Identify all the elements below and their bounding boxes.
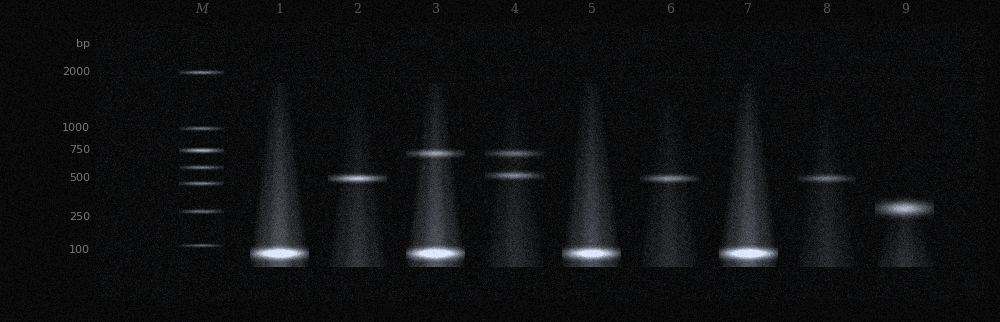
Text: 9: 9 [901, 3, 909, 16]
Text: M: M [195, 3, 208, 16]
Text: 6: 6 [666, 3, 674, 16]
Text: 1000: 1000 [62, 123, 90, 133]
Text: 4: 4 [510, 3, 518, 16]
Text: 500: 500 [69, 173, 90, 183]
Text: 100: 100 [69, 245, 90, 255]
Text: 8: 8 [823, 3, 831, 16]
Text: 3: 3 [432, 3, 440, 16]
Text: 750: 750 [69, 145, 90, 155]
Text: 250: 250 [69, 212, 90, 222]
Text: 1: 1 [275, 3, 283, 16]
Text: 2000: 2000 [62, 67, 90, 77]
Text: bp: bp [76, 39, 90, 49]
Text: 7: 7 [744, 3, 752, 16]
Text: 5: 5 [588, 3, 596, 16]
Text: 2: 2 [354, 3, 361, 16]
